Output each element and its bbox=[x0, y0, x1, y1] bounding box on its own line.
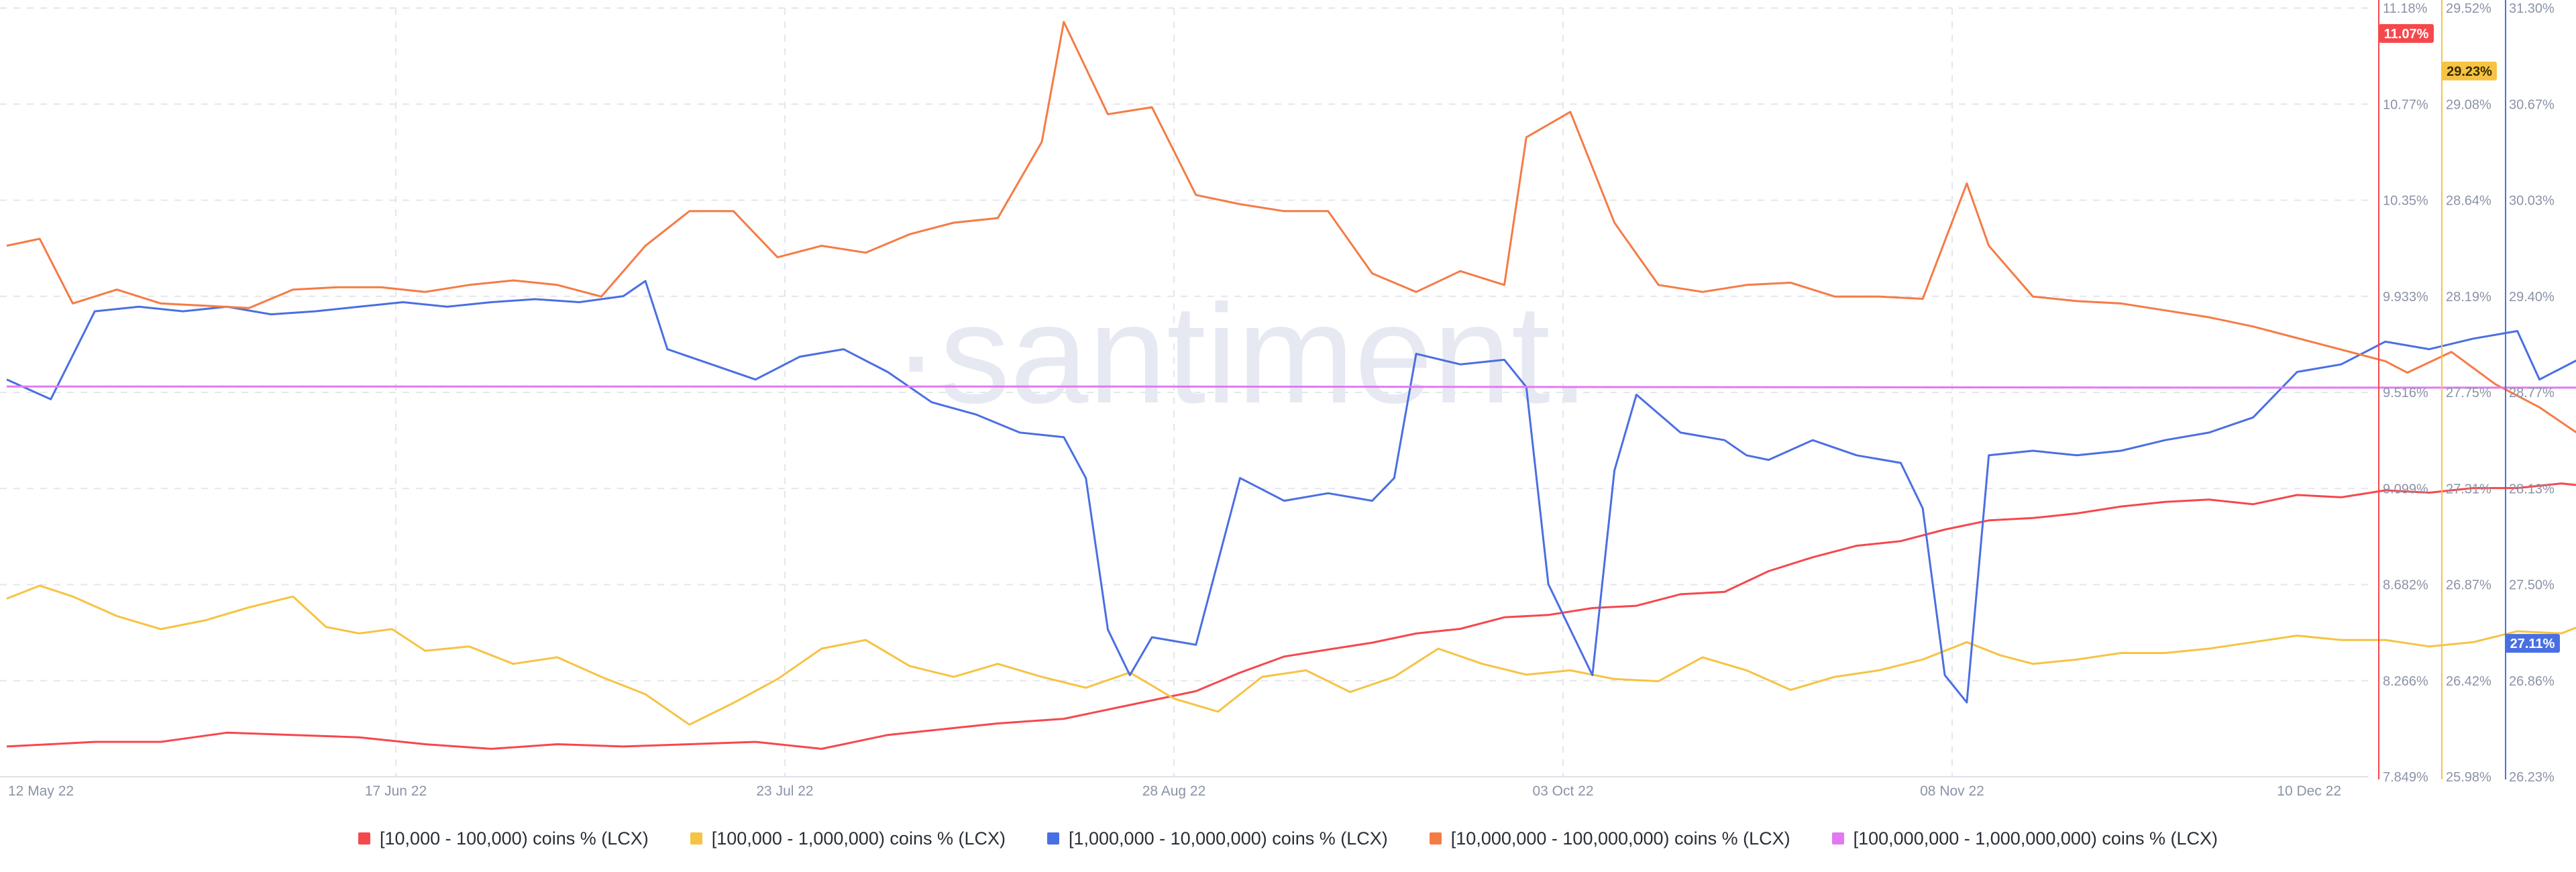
legend-item-10k-100k[interactable]: [10,000 - 100,000) coins % (LCX) bbox=[358, 828, 649, 849]
yellow-axis-tick-label: 26.87% bbox=[2446, 578, 2491, 593]
series-line-2 bbox=[6, 280, 2576, 704]
blue-axis-tick-label: 26.86% bbox=[2509, 674, 2555, 689]
series-line-4 bbox=[7, 385, 2576, 389]
red-axis-tick-label: 9.099% bbox=[2383, 482, 2428, 496]
badge-text: 27.11% bbox=[2510, 637, 2555, 651]
red-axis-tick-label: 7.849% bbox=[2383, 770, 2428, 785]
legend-swatch bbox=[1831, 832, 1844, 844]
blue-axis-badge: 27.11% bbox=[2505, 634, 2560, 653]
yellow-axis-tick-label: 27.31% bbox=[2446, 482, 2491, 496]
badge-text: 11.07% bbox=[2384, 27, 2429, 42]
x-axis: 12 May 22 17 Jun 22 23 Jul 22 28 Aug 22 03 O… bbox=[0, 776, 2368, 799]
yellow-axis-tick-label: 28.64% bbox=[2446, 194, 2491, 209]
legend-label: [10,000,000 - 100,000,000) coins % (LCX) bbox=[1450, 828, 1790, 849]
red-axis-tick-label: 10.35% bbox=[2383, 194, 2428, 209]
yellow-axis-tick-label: 29.08% bbox=[2446, 97, 2491, 112]
x-tick-label: 08 Nov 22 bbox=[1920, 783, 1984, 799]
blue-axis-tick-label: 31.30% bbox=[2509, 1, 2555, 16]
yellow-axis-tick-label: 25.98% bbox=[2446, 770, 2491, 785]
red-axis-tick-label: 8.266% bbox=[2383, 674, 2428, 689]
legend-item-100m-1b[interactable]: [100,000,000 - 1,000,000,000) coins % (L… bbox=[1831, 828, 2218, 849]
legend-swatch bbox=[690, 832, 702, 844]
red-axis-badge: 11.07% bbox=[2379, 23, 2434, 43]
legend-swatch bbox=[1429, 832, 1442, 844]
yellow-axis-badge: 29.23% bbox=[2442, 61, 2497, 80]
legend-item-100k-1m[interactable]: [100,000 - 1,000,000) coins % (LCX) bbox=[690, 828, 1006, 849]
legend-label: [10,000 - 100,000) coins % (LCX) bbox=[380, 828, 649, 849]
legend-item-10m-100m[interactable]: [10,000,000 - 100,000,000) coins % (LCX) bbox=[1429, 828, 1790, 849]
red-axis-tick-label: 11.18% bbox=[2383, 1, 2428, 16]
x-tick-label: 12 May 22 bbox=[8, 783, 74, 799]
x-tick-label: 10 Dec 22 bbox=[2277, 783, 2341, 799]
red-axis-tick-label: 9.516% bbox=[2383, 386, 2428, 400]
legend: [10,000 - 100,000) coins % (LCX) [100,00… bbox=[0, 825, 2576, 852]
legend-label: [100,000,000 - 1,000,000,000) coins % (L… bbox=[1853, 828, 2218, 849]
blue-axis-tick-label: 30.03% bbox=[2509, 194, 2555, 209]
x-tick-label: 28 Aug 22 bbox=[1142, 783, 1206, 799]
legend-label: [1,000,000 - 10,000,000) coins % (LCX) bbox=[1068, 828, 1388, 849]
series-line-0 bbox=[6, 482, 2576, 750]
series-layer bbox=[6, 21, 2576, 750]
yellow-axis-tick-label: 29.52% bbox=[2446, 1, 2491, 16]
legend-swatch bbox=[358, 832, 371, 844]
axes-layer: 11.18% 10.77% 10.35% 9.933% 9.516% 9.099% 8.68… bbox=[2378, 0, 2560, 785]
blue-axis-tick-label: 26.23% bbox=[2509, 770, 2555, 785]
watermark: ·santiment. bbox=[893, 275, 1590, 433]
blue-axis-tick-label: 27.50% bbox=[2509, 578, 2555, 593]
blue-axis-tick-label: 29.40% bbox=[2509, 290, 2555, 305]
series-line-1 bbox=[6, 584, 2576, 726]
legend-swatch bbox=[1046, 832, 1059, 844]
blue-axis-tick-label: 28.77% bbox=[2509, 386, 2555, 400]
yellow-axis-tick-label: 27.75% bbox=[2446, 386, 2491, 400]
yellow-axis-tick-label: 28.19% bbox=[2446, 290, 2491, 305]
legend-label: [100,000 - 1,000,000) coins % (LCX) bbox=[711, 828, 1006, 849]
x-tick-label: 03 Oct 22 bbox=[1532, 783, 1593, 799]
blue-axis-tick-label: 30.67% bbox=[2509, 97, 2555, 112]
red-axis-tick-label: 10.77% bbox=[2383, 97, 2428, 112]
red-axis-tick-label: 8.682% bbox=[2383, 578, 2428, 593]
x-tick-label: 23 Jul 22 bbox=[756, 783, 813, 799]
legend-item-1m-10m[interactable]: [1,000,000 - 10,000,000) coins % (LCX) bbox=[1046, 828, 1388, 849]
x-tick-label: 17 Jun 22 bbox=[365, 783, 427, 799]
blue-axis-tick-label: 28.13% bbox=[2509, 482, 2555, 496]
badge-text: 29.23% bbox=[2447, 64, 2492, 79]
series-line-3 bbox=[6, 21, 2576, 434]
red-axis-tick-label: 9.933% bbox=[2383, 290, 2428, 305]
yellow-axis-tick-label: 26.42% bbox=[2446, 674, 2491, 689]
